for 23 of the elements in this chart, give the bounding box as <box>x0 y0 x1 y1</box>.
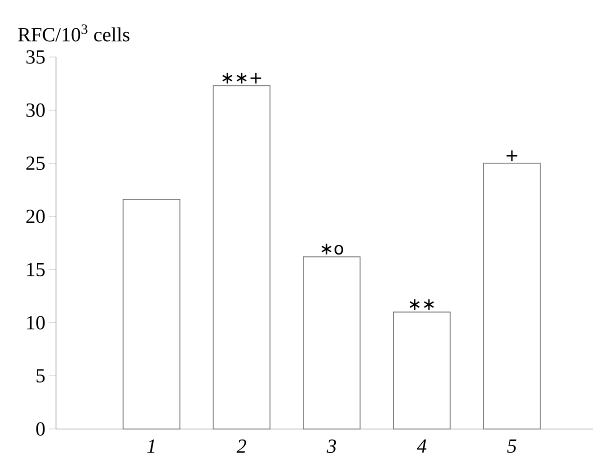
x-tick-label: 1 <box>147 440 154 453</box>
x-tick-label: 3 <box>326 440 336 453</box>
y-tick-label: 15 <box>27 262 45 276</box>
y-tick-label: 10 <box>27 316 45 330</box>
x-tick-label: 4 <box>416 440 426 453</box>
bar <box>212 85 270 430</box>
bar <box>122 199 180 430</box>
x-tick-label: 5 <box>507 440 516 453</box>
y-tick-label: 0 <box>36 422 45 436</box>
annotation: ∗∗+ <box>222 72 262 84</box>
x-tick-label: 2 <box>236 440 246 453</box>
y-tick-label: 30 <box>26 103 45 117</box>
annotation: + <box>506 150 518 162</box>
y-tick-label: 5 <box>36 369 45 382</box>
y-tick-label: 20 <box>26 210 45 224</box>
bar <box>302 256 360 430</box>
y-tick-label: 35 <box>26 50 45 64</box>
annotation: ∗∗ <box>410 299 434 310</box>
bar <box>393 312 451 430</box>
y-tick-label: 25 <box>26 156 45 170</box>
y-axis-title: RFC/10$^{3}$ cells <box>18 24 130 42</box>
annotation: ∗o <box>322 244 344 255</box>
bar <box>483 162 541 430</box>
